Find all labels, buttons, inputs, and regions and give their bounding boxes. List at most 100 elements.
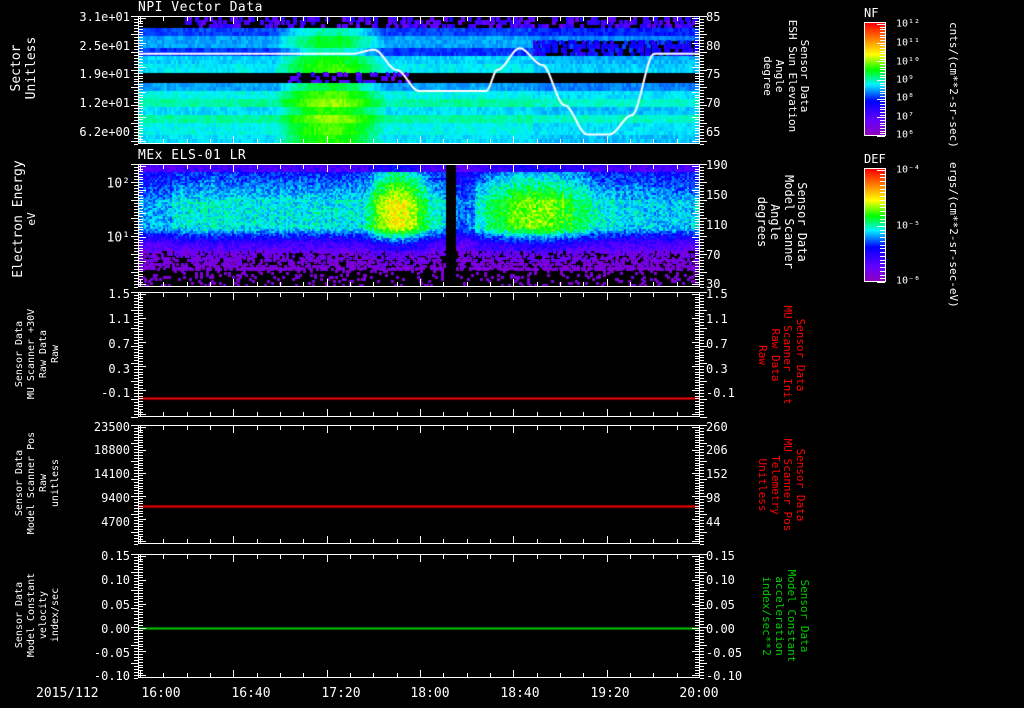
x-tick-mark [467, 165, 468, 169]
colorbar-tick [880, 35, 885, 36]
y-tick-mark [695, 307, 699, 308]
ytick: 9400 [101, 491, 130, 505]
x-tick-mark [607, 409, 608, 416]
ytick-right: 80 [706, 39, 721, 53]
y-tick-mark [695, 401, 699, 402]
y-tick-mark [695, 334, 699, 335]
y-tick-mark [695, 577, 699, 578]
y-tick-mark [139, 465, 143, 466]
ylabel-line: Raw [756, 345, 770, 365]
x-tick-mark [630, 412, 631, 416]
y-tick-mark [139, 125, 143, 126]
x-tick-mark [373, 17, 374, 21]
y-tick-mark [695, 234, 699, 235]
y-tick-mark [695, 638, 699, 639]
y-tick-mark [139, 133, 143, 134]
y-tick-mark [139, 51, 143, 52]
x-tick-mark [490, 555, 491, 559]
y-tick-mark [695, 125, 699, 126]
y-tick-mark [139, 491, 143, 492]
colorbar-tick [880, 204, 885, 205]
x-tick-mark [163, 139, 164, 143]
xtick: 18:00 [410, 686, 450, 701]
x-tick-mark [560, 293, 561, 297]
y-tick-mark [139, 282, 143, 283]
x-tick-mark [210, 282, 211, 286]
y-tick-mark [139, 473, 146, 474]
x-tick-mark [280, 139, 281, 143]
y-tick-mark [695, 435, 699, 436]
plot-area-els[interactable] [138, 164, 700, 287]
x-tick-mark [630, 426, 631, 430]
y-tick-mark [139, 450, 146, 451]
plot-area-velocity[interactable] [138, 554, 700, 678]
x-tick-mark [327, 409, 328, 416]
ylabel-line: eV [25, 212, 39, 226]
ytick-right: 75 [706, 67, 721, 81]
y-tick-mark [695, 468, 699, 469]
colorbar-tick [880, 177, 885, 178]
x-tick-mark [233, 536, 234, 543]
y-tick-mark [139, 427, 146, 428]
y-tick-mark [695, 73, 699, 74]
y-tick-mark [139, 119, 143, 120]
y-tick-mark [695, 440, 699, 441]
x-tick-mark [257, 426, 258, 430]
x-tick-mark [257, 539, 258, 543]
y-tick-mark [139, 561, 143, 562]
y-tick-mark [695, 323, 699, 324]
colorbar-tick [880, 233, 885, 234]
x-tick-mark [490, 17, 491, 21]
x-tick-mark [513, 17, 514, 24]
x-tick-mark [513, 555, 514, 562]
x-tick-mark [303, 165, 304, 169]
colorbar-tick [880, 211, 885, 212]
y-tick-mark [695, 130, 699, 131]
x-tick-mark [187, 293, 188, 297]
y-tick-mark [139, 529, 143, 530]
x-tick-mark [630, 282, 631, 286]
x-tick-mark [677, 139, 678, 143]
x-tick-mark [583, 426, 584, 430]
y-tick-mark [695, 224, 699, 225]
y-tick-mark [695, 372, 699, 373]
y-tick-mark [695, 337, 699, 338]
x-tick-mark [373, 139, 374, 143]
x-tick-mark [653, 673, 654, 677]
x-tick-mark [280, 412, 281, 416]
plot-area-npi[interactable] [138, 16, 700, 144]
y-tick-mark [139, 567, 143, 568]
x-tick-mark [163, 412, 164, 416]
y-tick-mark [139, 369, 143, 370]
y-tick-mark [695, 358, 699, 359]
ylabel-left-velocity: Sensor Data Model Constant velocity inde… [14, 556, 62, 674]
y-tick-mark [695, 279, 699, 280]
colorbar-gradient-nf [864, 22, 886, 137]
x-tick-mark [397, 539, 398, 543]
y-tick-mark [695, 361, 699, 362]
y-tick-mark [139, 34, 143, 35]
x-tick-mark [187, 673, 188, 677]
plot-area-mu30v[interactable] [138, 292, 700, 417]
y-tick-mark [139, 81, 143, 82]
y-tick-mark [139, 452, 143, 453]
plot-area-scanpos[interactable] [138, 425, 700, 544]
y-tick-mark [695, 177, 699, 178]
y-tick-mark [695, 385, 699, 386]
y-tick-mark [695, 404, 699, 405]
ylabel-line: Electron Energy [11, 160, 26, 278]
colorbar-tick [880, 196, 885, 197]
y-axis-minor-ticks [131, 292, 138, 418]
x-tick-mark [583, 139, 584, 143]
y-tick-mark [695, 297, 699, 298]
y-tick-mark [695, 561, 699, 562]
colorbar-tick [880, 59, 885, 60]
colorbar-unit-nf: cnts/(cm**2-sr-sec) [947, 22, 960, 148]
colorbar-tick [880, 96, 885, 97]
y-tick-mark [695, 646, 699, 647]
y-tick-mark [695, 667, 699, 668]
y-tick-mark [139, 208, 143, 209]
panel-mu-scanner-30v: 1.5 1.1 0.7 0.3 -0.1 Sensor Data MU Scan… [0, 287, 807, 421]
y-tick-mark [695, 97, 699, 98]
y-tick-mark [139, 596, 143, 597]
